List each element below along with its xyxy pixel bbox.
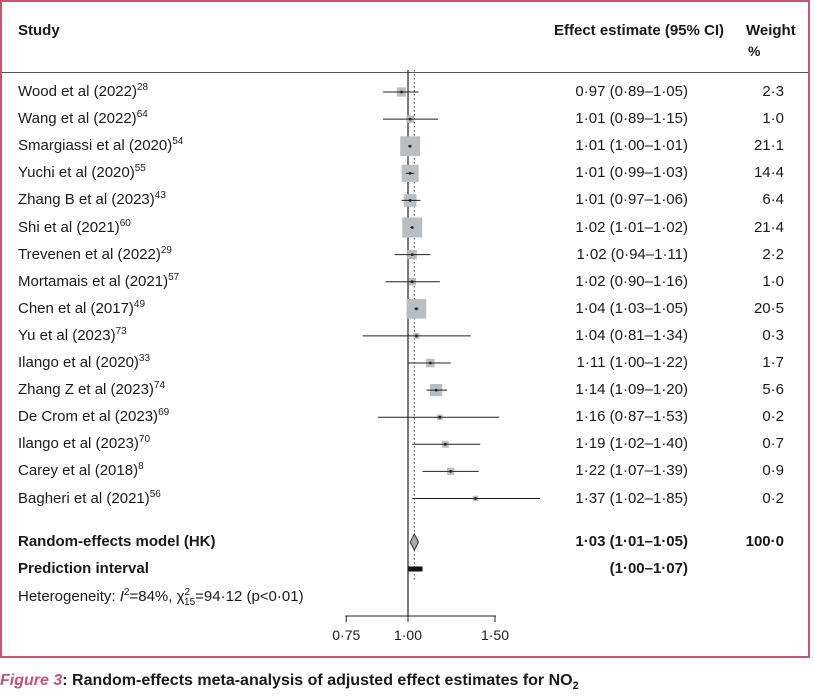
x-axis-tick-label: 1·50 xyxy=(481,627,509,643)
weight-label: 21·1 xyxy=(753,137,784,155)
weight-label: 0·7 xyxy=(762,435,784,453)
point-estimate xyxy=(428,361,432,365)
study-label: Shi et al (2021)60 xyxy=(18,217,131,236)
study-label: Bagheri et al (2021)56 xyxy=(18,488,161,507)
effect-estimate-label: 0·97 (0·89–1·05) xyxy=(575,83,688,100)
point-estimate xyxy=(415,307,418,311)
prediction-estimate-label: (1·00–1·07) xyxy=(609,560,688,577)
weight-label: 20·5 xyxy=(753,299,784,317)
weight-unit-header: % xyxy=(748,43,761,59)
point-estimate xyxy=(410,226,414,229)
point-estimate xyxy=(474,497,477,500)
effect-estimate-label: 1·14 (1·09–1·20) xyxy=(575,381,688,399)
forest-plot: 0·75 1·00 1·50 xyxy=(332,70,540,643)
point-estimate xyxy=(408,171,412,175)
effect-estimate-label: 1·22 (1·07–1·39) xyxy=(575,462,688,480)
weight-label: 6·4 xyxy=(762,191,784,209)
effect-estimate-label: 1·19 (1·02–1·40) xyxy=(575,435,688,453)
weight-label: 1·0 xyxy=(762,272,784,290)
point-estimate xyxy=(449,470,453,473)
point-estimate xyxy=(443,442,447,446)
weight-label: 0·9 xyxy=(762,462,784,480)
effect-estimate-label: 1·04 (0·81–1·34) xyxy=(575,326,688,344)
point-estimate xyxy=(410,253,414,256)
study-label: Smargiassi et al (2020)54 xyxy=(18,136,184,155)
x-axis-tick-label: 0·75 xyxy=(332,627,360,643)
study-label: Yu et al (2023)73 xyxy=(18,325,127,344)
point-estimate xyxy=(434,388,438,392)
summary-weight-label: 100·0 xyxy=(745,533,784,550)
weight-label: 21·4 xyxy=(753,218,784,236)
weight-label: 5·6 xyxy=(762,381,784,399)
study-label: Trevenen et al (2022)29 xyxy=(18,244,172,263)
effect-estimate-label: 1·01 (0·89–1·15) xyxy=(575,110,688,128)
point-estimate xyxy=(408,199,412,202)
effect-estimate-label: 1·02 (1·01–1·02) xyxy=(575,218,688,236)
weight-label: 2·3 xyxy=(762,83,784,100)
effect-estimate-label: 1·01 (0·97–1·06) xyxy=(575,191,688,209)
header-divider xyxy=(2,72,808,73)
weight-column-header: Weight xyxy=(746,22,796,39)
effect-estimate-label: 1·02 (0·90–1·16) xyxy=(575,272,688,290)
effect-estimate-label: 1·01 (1·00–1·01) xyxy=(575,137,688,155)
prediction-interval-bar xyxy=(408,566,423,572)
study-label: Chen et al (2017)49 xyxy=(18,298,146,317)
point-estimate xyxy=(400,90,403,94)
heterogeneity-text: Heterogeneity: I2=84%, χ215=94·12 (p<0·0… xyxy=(18,587,304,608)
weight-label: 0·3 xyxy=(762,326,784,344)
x-axis-tick-label: 1·00 xyxy=(394,627,422,643)
study-label: Mortamais et al (2021)57 xyxy=(18,271,180,290)
effect-estimate-label: 1·01 (0·99–1·03) xyxy=(575,164,688,182)
study-label: Yuchi et al (2020)55 xyxy=(18,163,146,182)
study-label: Zhang B et al (2023)43 xyxy=(18,190,166,209)
weight-label: 1·7 xyxy=(762,354,784,371)
effect-estimate-label: 1·11 (1·00–1·22) xyxy=(576,354,688,371)
weight-label: 0·2 xyxy=(762,489,784,507)
figure-panel: Study Effect estimate (95% CI) Weight % … xyxy=(0,0,810,658)
summary-diamond xyxy=(409,532,420,552)
study-column-header: Study xyxy=(18,22,60,39)
summary-estimate-label: 1·03 (1·01–1·05) xyxy=(575,533,688,550)
study-label: Carey et al (2018)8 xyxy=(18,461,144,480)
point-estimate xyxy=(415,334,418,338)
summary-label: Random-effects model (HK) xyxy=(18,533,216,550)
study-label: Wang et al (2022)64 xyxy=(18,109,148,128)
study-label: De Crom et al (2023)69 xyxy=(18,407,170,426)
effect-estimate-label: 1·02 (0·94–1·11) xyxy=(576,245,688,263)
weight-label: 0·2 xyxy=(762,408,784,426)
point-estimate xyxy=(408,117,412,121)
point-estimate xyxy=(410,280,414,284)
study-label: Wood et al (2022)28 xyxy=(18,82,149,101)
figure-caption: Figure 3: Random-effects meta-analysis o… xyxy=(0,672,579,693)
weight-label: 2·2 xyxy=(762,245,784,263)
effect-estimate-label: 1·16 (0·87–1·53) xyxy=(575,408,688,426)
effect-column-header: Effect estimate (95% CI) xyxy=(554,22,725,39)
study-label: Zhang Z et al (2023)74 xyxy=(18,380,166,399)
point-estimate xyxy=(438,415,442,419)
study-label: Ilango et al (2023)70 xyxy=(18,434,151,453)
prediction-label: Prediction interval xyxy=(18,560,149,577)
weight-label: 14·4 xyxy=(753,164,784,182)
effect-estimate-label: 1·37 (1·02–1·85) xyxy=(575,489,688,507)
weight-label: 1·0 xyxy=(762,110,784,128)
effect-estimate-label: 1·04 (1·03–1·05) xyxy=(575,299,688,317)
study-label: Ilango et al (2020)33 xyxy=(18,353,151,372)
point-estimate xyxy=(408,144,412,148)
